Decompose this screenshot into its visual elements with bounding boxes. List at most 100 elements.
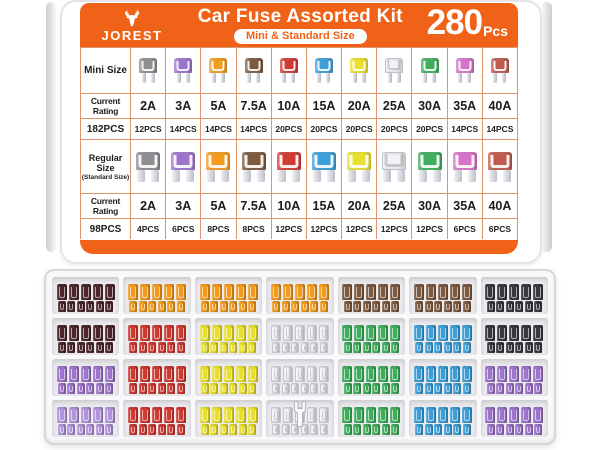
tray-fuse-green [366, 407, 377, 423]
tray-fuse-slot [345, 386, 350, 392]
tray-fuse-slot [212, 304, 217, 310]
tray-fuse-blue [449, 407, 460, 423]
regular-count-3A: 6PCS [165, 218, 201, 239]
tray-fuse-slot [464, 427, 469, 433]
tray-fuse-slot [499, 410, 506, 421]
tray-fuse-slot [535, 369, 542, 380]
mini-fuse-40A-window [493, 61, 507, 71]
tray-mini-fuse-red [176, 342, 185, 353]
tray-fuse-dark_maroon [92, 284, 103, 300]
tray-fuse-slot [355, 345, 360, 351]
tray-mini-fuse-green [362, 424, 371, 435]
mini-fuse-10A-legs [282, 73, 296, 83]
tray-fuse-red [152, 325, 163, 341]
tray-fuse-slot [130, 410, 137, 421]
tray-compartment-r3c6-blue [409, 359, 477, 396]
tray-mini-fuse-orange [248, 301, 257, 312]
mini-fuse-cell-3A [165, 47, 201, 93]
tray-fuse-white [270, 366, 281, 382]
mini-rating-3A: 3A [165, 93, 201, 118]
tray-fuse-slot [356, 410, 363, 421]
tray-fuse-green [354, 407, 365, 423]
tray-mini-fuse-black [515, 301, 524, 312]
std-fuse-20A-window [349, 154, 369, 168]
tray-fuse-slot [169, 386, 174, 392]
tray-fuse-slot [415, 328, 422, 339]
tray-fuse-slot [417, 427, 422, 433]
tray-compartment-r2c7-black [480, 318, 548, 355]
tray-fuse-slot [142, 287, 149, 298]
lid-label-card: JOREST Car Fuse Assorted Kit Mini & Stan… [80, 3, 518, 254]
tray-mini-fuse-green [362, 342, 371, 353]
std-fuse-15A-leg-right [326, 169, 335, 182]
tray-fuse-slot [78, 386, 83, 392]
tray-fuse-slot [303, 387, 306, 391]
tray-fuse-slot [464, 345, 469, 351]
fuse-tray [44, 269, 556, 445]
mini-fuse-cell-7.5A [235, 47, 271, 93]
mini-fuse-cell-10A [270, 47, 306, 93]
std-fuse-40A-legs [488, 169, 511, 182]
tray-fuse-dark_maroon [68, 325, 79, 341]
tray-fuse-slot [70, 328, 77, 339]
card-bottom-bar [80, 240, 518, 254]
tray-fuse-white [294, 325, 305, 341]
std-fuse-7.5A-leg-right [256, 169, 265, 182]
tray-fuse-yellow [235, 366, 246, 382]
tray-fuse-slot [284, 387, 287, 391]
tray-mini-fuse-orange [157, 301, 166, 312]
tray-mini-fuse-violet [95, 383, 104, 394]
tray-fuse-red [152, 407, 163, 423]
mini-fuse-7.5A [244, 58, 263, 83]
mini-fuse-35A-legs [458, 73, 472, 83]
tray-fuse-slot [536, 345, 541, 351]
tray-fuse-blue [425, 366, 436, 382]
tray-fuse-slot [201, 369, 208, 380]
tray-mini-fuse-red [138, 342, 147, 353]
tray-compartment-r1c7-black [480, 277, 548, 314]
tray-fuse-slot [231, 304, 236, 310]
tray-mini-fuse-blue [453, 383, 462, 394]
regular-count-2A: 4PCS [130, 218, 166, 239]
tray-fuse-white [270, 407, 281, 423]
tray-fuse-slot [97, 386, 102, 392]
mini-fuse-30A [420, 58, 439, 83]
tray-fuse-slot [213, 410, 220, 421]
tray-fuse-slot [131, 386, 136, 392]
mini-fuse-25A-body [385, 58, 404, 73]
tray-fuse-slot [451, 328, 458, 339]
tray-mini-fuse-violet [67, 383, 76, 394]
tray-fuse-slot [526, 386, 531, 392]
tray-fuse-white [270, 325, 281, 341]
tray-mini-fuse-white [291, 424, 300, 435]
compartment-back-row [56, 325, 115, 341]
tray-mini-fuse-dark_maroon [76, 301, 85, 312]
tray-fuse-slot [69, 427, 74, 433]
tray-mini-fuse-red [148, 383, 157, 394]
tray-fuse-slot [368, 410, 375, 421]
tray-fuse-slot [150, 386, 155, 392]
tray-mini-fuse-violet [105, 383, 114, 394]
tray-mini-fuse-violet [86, 383, 95, 394]
tray-mini-fuse-black [486, 342, 495, 353]
compartment-front-row [343, 424, 400, 435]
tray-fuse-dark_maroon [80, 325, 91, 341]
tray-fuse-slot [488, 304, 493, 310]
tray-fuse-slot [82, 328, 89, 339]
tray-fuse-slot [535, 328, 542, 339]
tray-fuse-blue [437, 366, 448, 382]
tray-fuse-slot [150, 345, 155, 351]
mini-rating-15A: 15A [305, 93, 342, 118]
mini-fuse-cell-30A [411, 47, 447, 93]
tray-fuse-slot [178, 369, 185, 380]
tray-fuse-black [521, 284, 532, 300]
tray-mini-fuse-black [496, 342, 505, 353]
tray-fuse-yellow [199, 407, 210, 423]
tray-mini-fuse-white [281, 342, 290, 353]
compartment-front-row [200, 301, 257, 312]
tray-fuse-slot [374, 427, 379, 433]
tray-fuse-slot [322, 387, 325, 391]
tray-fuse-violet [497, 366, 508, 382]
tray-mini-fuse-blue [415, 424, 424, 435]
std-fuse-35A-leg-left [453, 169, 462, 182]
